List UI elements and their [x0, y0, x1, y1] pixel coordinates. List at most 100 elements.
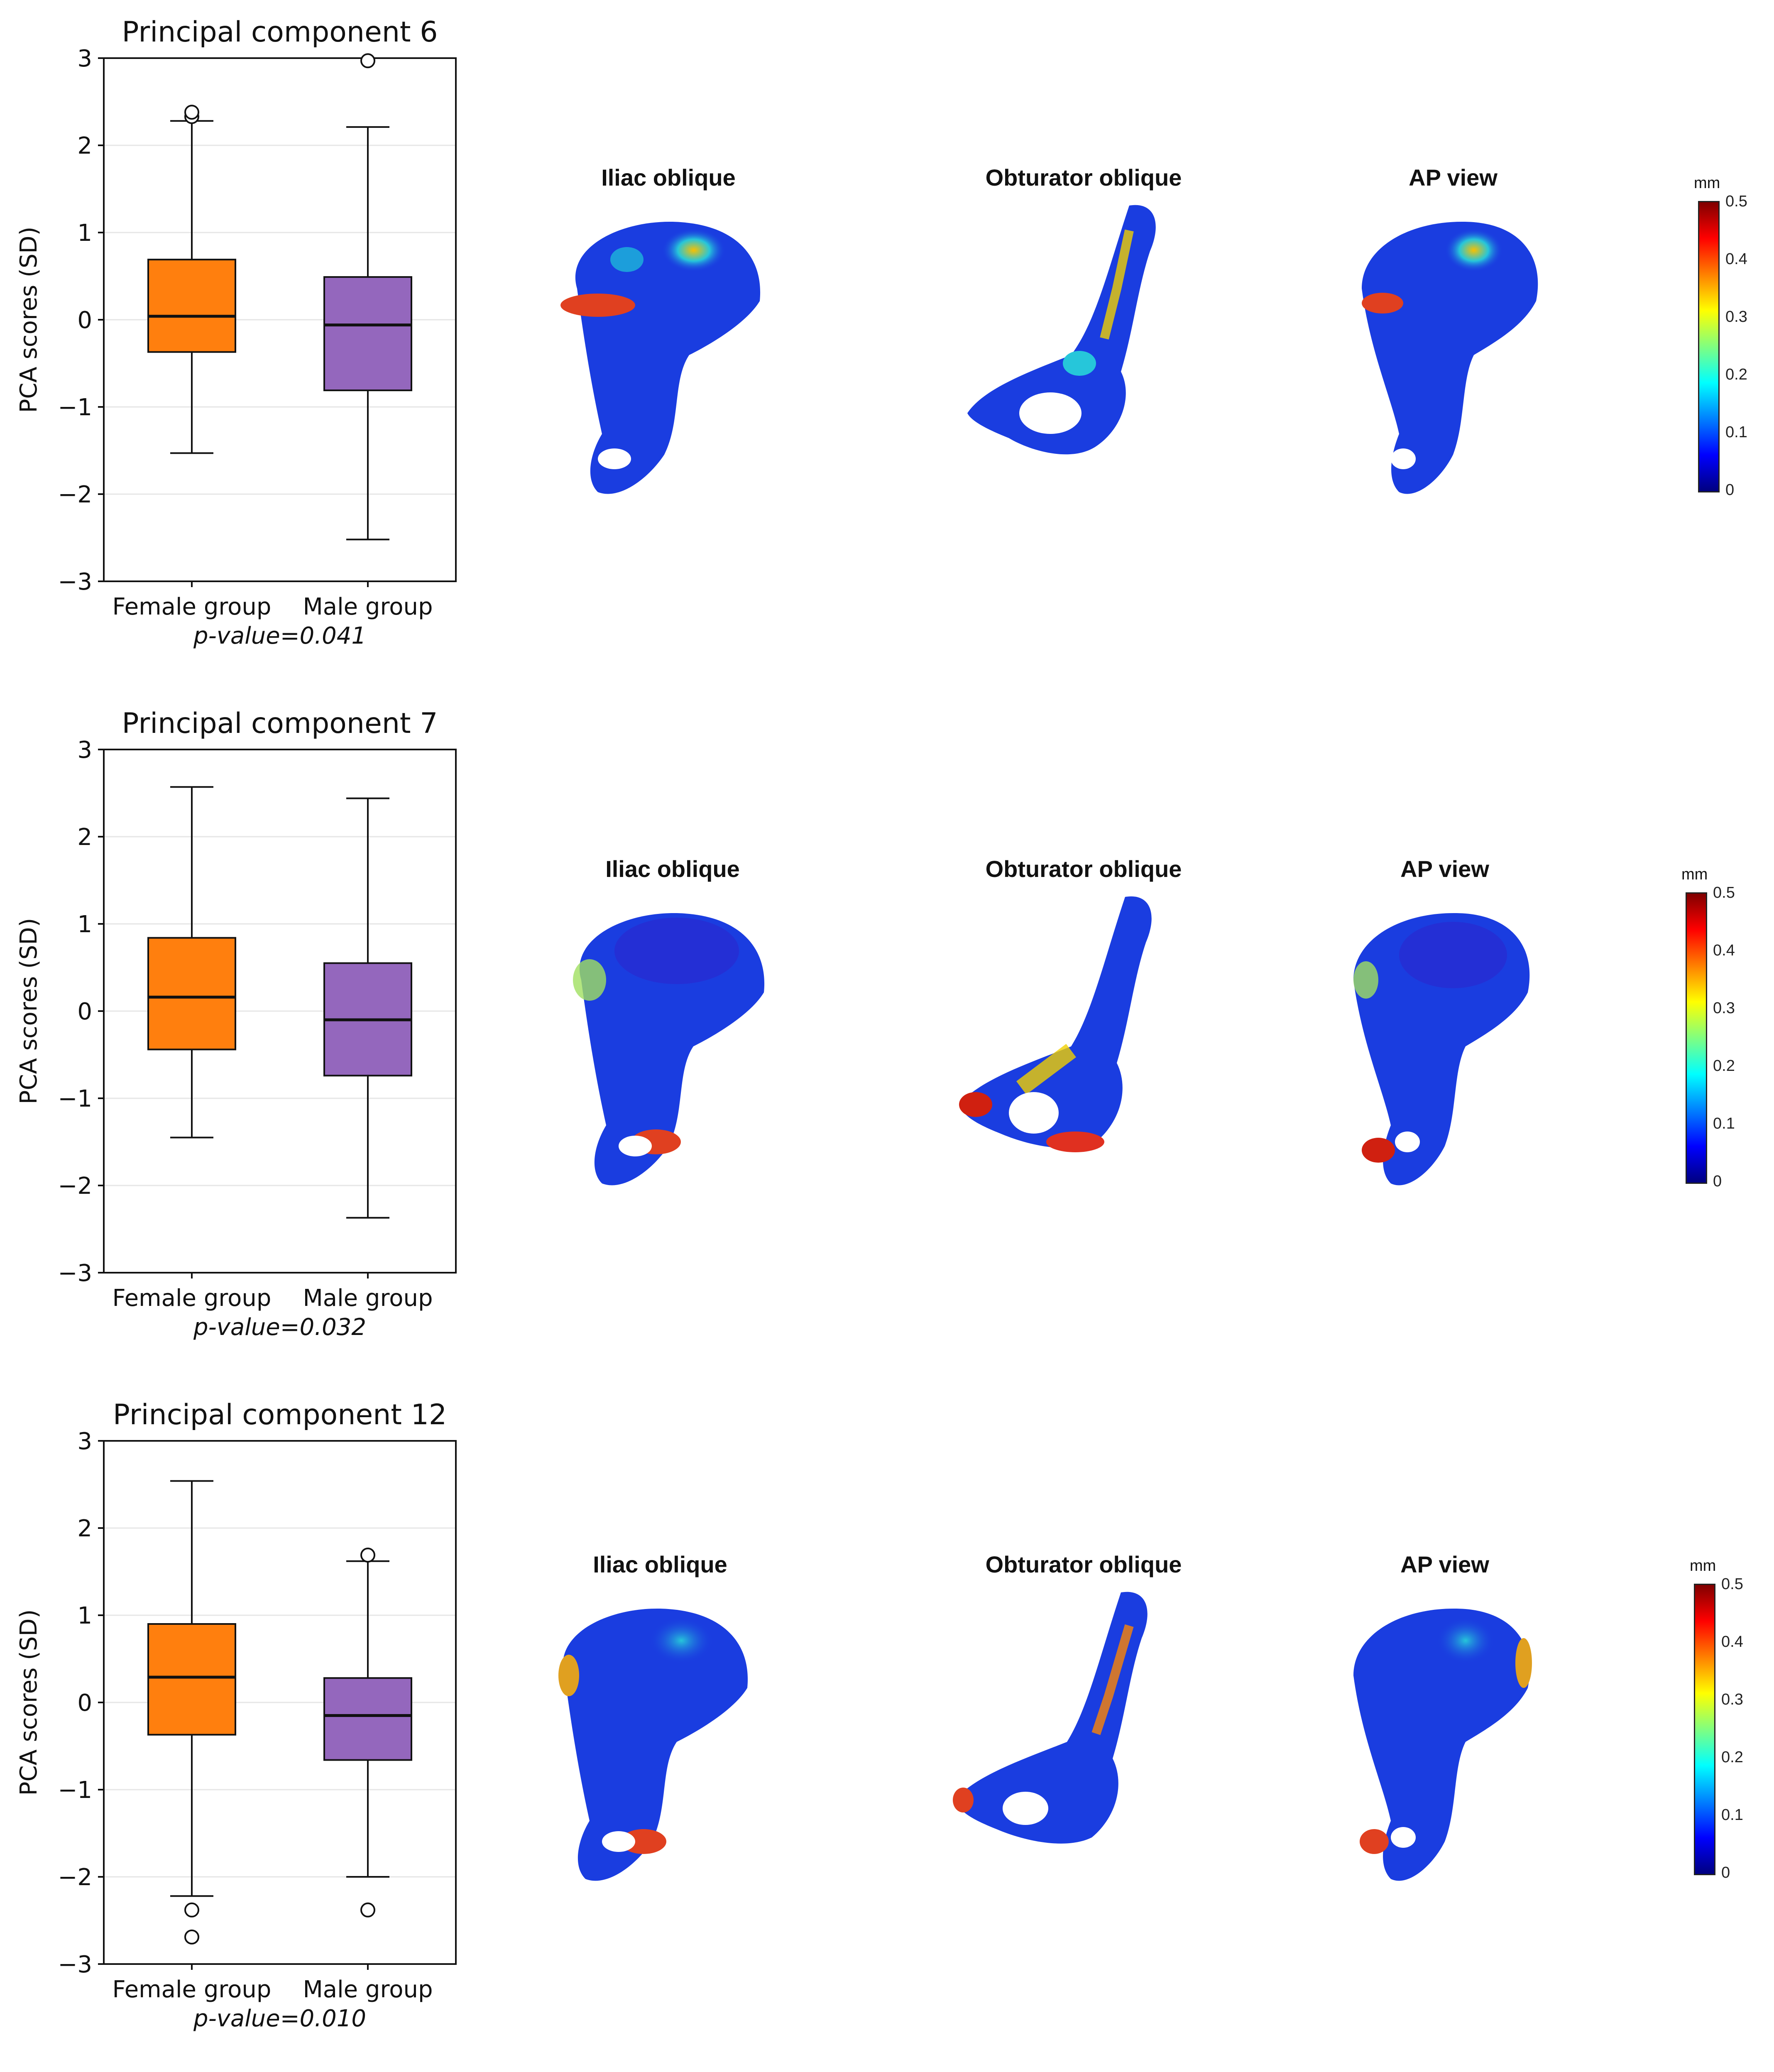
p-value-label: p-value=0.010	[193, 2005, 366, 2032]
box-iqr	[323, 1677, 412, 1761]
colorbar-tick: 0.5	[1725, 193, 1747, 210]
y-axis-label: PCA scores (SD)	[15, 1609, 42, 1796]
x-tick-label: Male group	[303, 1976, 433, 2003]
bone-heatmap-image	[967, 205, 1156, 455]
pc7-colorbar: mm 0.5 0.4 0.3 0.2 0.1 0	[1673, 866, 1756, 1198]
colorbar-tick: 0.1	[1713, 1115, 1735, 1132]
y-axis-label: PCA scores (SD)	[15, 227, 42, 413]
box-iqr	[147, 1623, 236, 1736]
colorbar-tick: 0.4	[1721, 1633, 1743, 1651]
chart-title: Principal component 6	[122, 16, 438, 49]
colorbar-tick: 0.4	[1725, 250, 1747, 268]
colorbar-tick: 0.5	[1713, 884, 1735, 901]
colorbar-tick: 0.4	[1713, 942, 1735, 959]
colorbar-gradient	[1686, 892, 1707, 1184]
outlier-point	[184, 1929, 199, 1945]
y-tick-label: 1	[77, 1602, 92, 1629]
colorbar-gradient	[1694, 1584, 1715, 1875]
outlier-point	[184, 1902, 199, 1918]
bone-heatmap-image	[959, 896, 1152, 1152]
pc7-row: 3 2 1 0 −1 −2 −3 PCA scores (SD) Principal compo…	[0, 691, 1774, 1381]
colorbar-tick: 0.3	[1713, 999, 1735, 1017]
y-tick-label: −1	[58, 1085, 92, 1112]
y-tick-label: 2	[77, 132, 92, 159]
bone-heatmap-image	[560, 222, 761, 494]
colorbar-unit: mm	[1690, 1557, 1716, 1575]
pc6-ap-view: AP view	[1337, 164, 1569, 500]
view-title: AP view	[1400, 1551, 1489, 1577]
colorbar-tick: 0.5	[1721, 1575, 1743, 1593]
colorbar-unit: mm	[1694, 174, 1720, 192]
p-value-label: p-value=0.041	[193, 622, 366, 649]
outlier-point	[184, 105, 199, 120]
chart-title: Principal component 12	[113, 1398, 447, 1431]
y-tick-label: 3	[77, 1428, 92, 1455]
y-tick-label: 0	[77, 998, 92, 1025]
x-tick-label: Female group	[113, 593, 272, 620]
y-tick-label: −2	[58, 481, 92, 508]
colorbar-tick: 0.1	[1721, 1806, 1743, 1824]
bone-heatmap-image	[573, 913, 765, 1185]
y-tick-label: −2	[58, 1173, 92, 1200]
pc12-boxplot: 3 2 1 0 −1 −2 −3 PCA scores (SD) Principal compo…	[15, 1398, 457, 2032]
view-title: Iliac oblique	[605, 856, 740, 882]
y-tick-label: −1	[58, 1777, 92, 1804]
colorbar-gradient	[1698, 201, 1720, 492]
colorbar-tick: 0.3	[1725, 308, 1747, 326]
pc7-ap-view: AP view	[1329, 855, 1561, 1192]
box-iqr	[147, 937, 236, 1051]
pc6-row: 3 2 1 0 −1 −2 −3 PCA scores (SD) Principal compo…	[0, 0, 1774, 689]
y-tick-label: 1	[77, 911, 92, 938]
box-iqr	[323, 276, 412, 392]
pc12-colorbar: mm 0.5 0.4 0.3 0.2 0.1 0	[1681, 1557, 1764, 1889]
view-title: Obturator oblique	[985, 1551, 1182, 1577]
colorbar-tick: 0	[1713, 1173, 1722, 1190]
y-tick-label: 1	[77, 220, 92, 247]
outlier-point	[360, 1548, 375, 1563]
pc12-iliac-oblique-view: Iliac oblique	[507, 1551, 814, 1887]
chart-title: Principal component 7	[122, 707, 438, 740]
pc6-colorbar: mm 0.5 0.4 0.3 0.2 0.1 0	[1686, 174, 1769, 507]
bone-heatmap-image	[1353, 1609, 1532, 1881]
pc12-row: 3 2 1 0 −1 −2 −3 PCA scores (SD) Principal compo…	[0, 1383, 1774, 2072]
y-tick-label: −1	[58, 394, 92, 421]
outlier-point	[360, 53, 375, 69]
view-title: AP view	[1400, 856, 1489, 882]
colorbar-tick: 0.3	[1721, 1691, 1743, 1708]
colorbar-unit: mm	[1681, 866, 1708, 883]
y-tick-label: 3	[77, 737, 92, 764]
pc12-obturator-oblique-view: Obturator oblique	[938, 1551, 1229, 1887]
x-tick-label: Male group	[303, 1285, 433, 1312]
y-axis-label: PCA scores (SD)	[15, 918, 42, 1105]
view-title: Obturator oblique	[985, 856, 1182, 882]
pc6-iliac-oblique-view: Iliac oblique	[515, 164, 822, 500]
outlier-point	[360, 1902, 375, 1918]
view-title: Obturator oblique	[985, 164, 1182, 191]
colorbar-tick: 0	[1725, 481, 1735, 499]
p-value-label: p-value=0.032	[193, 1314, 366, 1341]
y-tick-label: −3	[58, 1951, 92, 1978]
y-tick-label: 2	[77, 824, 92, 851]
colorbar-tick: 0.2	[1713, 1057, 1735, 1075]
pc7-boxplot: 3 2 1 0 −1 −2 −3 PCA scores (SD) Principal compo…	[15, 707, 457, 1341]
x-tick-label: Female group	[113, 1285, 272, 1312]
pc7-iliac-oblique-view: Iliac oblique	[519, 855, 826, 1192]
view-title: Iliac oblique	[593, 1551, 727, 1577]
bone-heatmap-image	[1362, 222, 1538, 494]
y-tick-label: 3	[77, 45, 92, 72]
colorbar-tick: 0.2	[1725, 366, 1747, 383]
y-tick-label: −3	[58, 568, 92, 595]
pc6-obturator-oblique-view: Obturator oblique	[938, 164, 1229, 500]
y-tick-label: −2	[58, 1864, 92, 1891]
pc6-boxplot: 3 2 1 0 −1 −2 −3 PCA scores (SD) Principal compo…	[15, 16, 457, 649]
colorbar-tick: 0	[1721, 1864, 1730, 1881]
y-tick-label: 0	[77, 307, 92, 334]
y-tick-label: −3	[58, 1260, 92, 1287]
box-iqr	[147, 259, 236, 353]
pc7-obturator-oblique-view: Obturator oblique	[938, 855, 1229, 1192]
colorbar-tick: 0.1	[1725, 424, 1747, 441]
x-tick-label: Male group	[303, 593, 433, 620]
bone-heatmap-image	[1353, 913, 1530, 1185]
y-tick-label: 2	[77, 1515, 92, 1542]
bone-heatmap-image	[953, 1592, 1148, 1844]
